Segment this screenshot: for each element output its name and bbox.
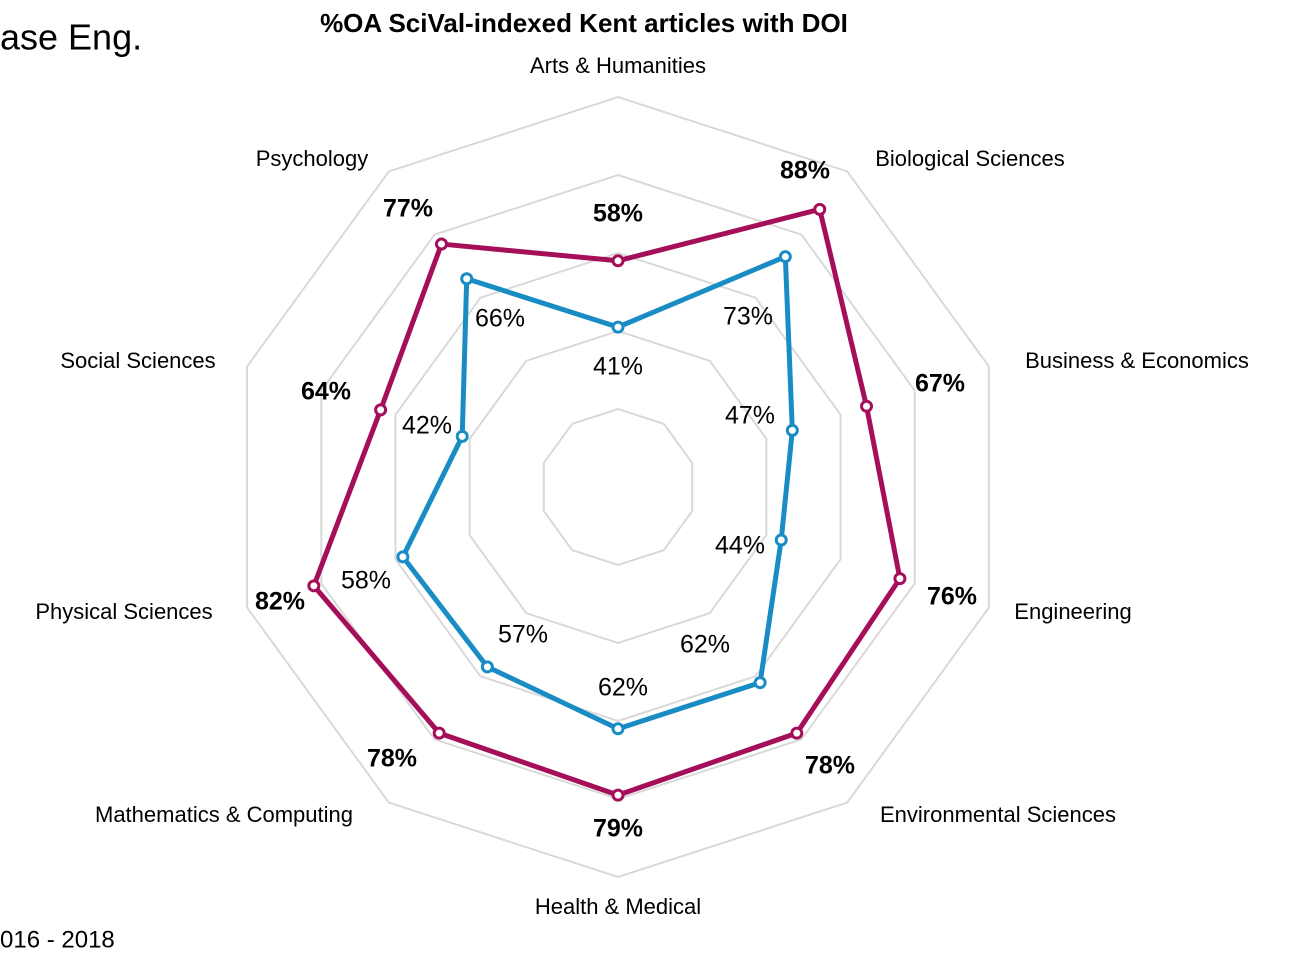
data-point xyxy=(455,429,469,443)
grid-ring xyxy=(394,251,842,723)
grid-ring xyxy=(320,173,916,801)
data-label: 41% xyxy=(593,353,643,381)
data-label: 76% xyxy=(927,583,977,611)
data-point xyxy=(460,272,474,286)
data-point xyxy=(611,254,625,268)
grid-ring xyxy=(468,329,768,645)
category-label: Physical Sciences xyxy=(35,599,212,624)
data-label: 47% xyxy=(725,402,775,430)
cropped-heading: ase Eng. xyxy=(0,17,142,58)
category-label: Business & Economics xyxy=(1025,348,1249,373)
data-label: 73% xyxy=(723,303,773,331)
data-point xyxy=(374,403,388,417)
data-point xyxy=(860,399,874,413)
data-point xyxy=(611,320,625,334)
data-point xyxy=(480,660,494,674)
data-label: 64% xyxy=(301,378,351,406)
category-label: Engineering xyxy=(1014,599,1131,624)
data-label: 67% xyxy=(915,370,965,398)
data-label: 62% xyxy=(680,631,730,659)
data-label: 77% xyxy=(383,195,433,223)
data-point xyxy=(893,572,907,586)
data-label: 44% xyxy=(715,532,765,560)
category-label: Biological Sciences xyxy=(875,146,1065,171)
data-label: 82% xyxy=(255,588,305,616)
data-label: 58% xyxy=(593,200,643,228)
data-label: 42% xyxy=(402,412,452,440)
category-label: Health & Medical xyxy=(535,894,701,919)
data-point xyxy=(778,250,792,264)
category-label: Psychology xyxy=(256,146,369,171)
data-label: 88% xyxy=(780,157,830,185)
data-point xyxy=(307,579,321,593)
data-point xyxy=(774,533,788,547)
category-label: Arts & Humanities xyxy=(530,53,706,78)
data-point xyxy=(790,726,804,740)
data-point xyxy=(396,550,410,564)
series-line xyxy=(311,206,903,798)
data-point xyxy=(785,423,799,437)
data-label: 57% xyxy=(498,621,548,649)
chart-title: %OA SciVal-indexed Kent articles with DO… xyxy=(320,8,848,38)
data-label: 62% xyxy=(598,674,648,702)
grid-ring xyxy=(542,407,694,567)
data-point xyxy=(753,676,767,690)
category-label: Mathematics & Computing xyxy=(95,802,353,827)
data-point xyxy=(432,726,446,740)
data-point xyxy=(611,788,625,802)
category-label: Environmental Sciences xyxy=(880,802,1116,827)
data-label: 66% xyxy=(475,305,525,333)
data-point xyxy=(813,202,827,216)
data-point xyxy=(611,722,625,736)
data-label: 58% xyxy=(341,567,391,595)
data-label: 78% xyxy=(805,752,855,780)
data-label: 79% xyxy=(593,815,643,843)
grid-ring xyxy=(246,95,990,879)
data-point xyxy=(434,237,448,251)
category-label: Social Sciences xyxy=(60,348,215,373)
cropped-footer: 016 - 2018 xyxy=(0,926,115,953)
data-label: 78% xyxy=(367,745,417,773)
